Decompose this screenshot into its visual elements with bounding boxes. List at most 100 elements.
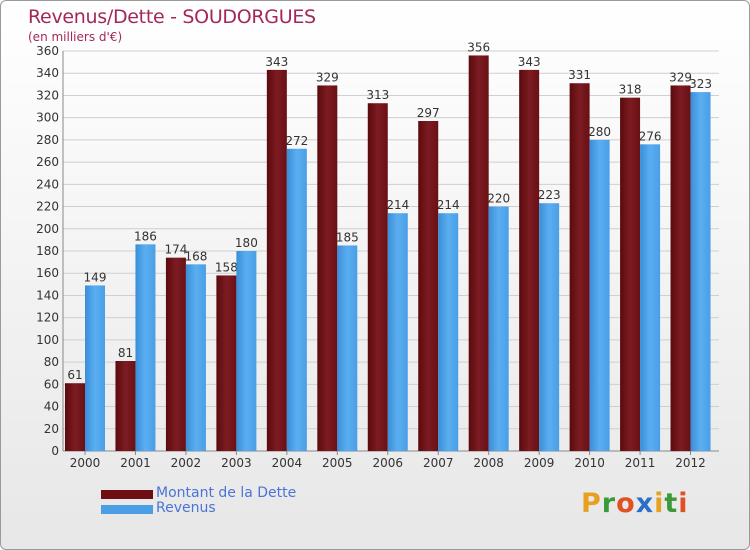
x-tick-label: 2002 (171, 456, 202, 470)
x-tick-label: 2011 (625, 456, 656, 470)
bar-dette (418, 121, 439, 451)
x-tick-label: 2012 (675, 456, 706, 470)
bar-dette (65, 383, 85, 451)
x-tick-label: 2001 (120, 456, 151, 470)
bar-revenus (438, 213, 459, 451)
bar-revenus (589, 139, 610, 451)
x-tick-label: 2003 (221, 456, 252, 470)
bar-dette (165, 257, 186, 451)
data-label-revenus: 149 (84, 270, 107, 284)
y-tick-label: 160 (36, 266, 59, 280)
bar-dette (266, 69, 287, 451)
y-tick-label: 60 (44, 377, 59, 391)
data-label-revenus: 185 (336, 230, 359, 244)
x-tick-label: 2006 (372, 456, 403, 470)
y-tick-label: 320 (36, 88, 59, 102)
unit-label: (en milliers d'€) (28, 30, 123, 44)
y-tick-label: 240 (36, 177, 59, 191)
y-tick-label: 40 (44, 400, 59, 414)
bar-dette (317, 85, 338, 451)
bar-revenus (286, 148, 307, 451)
x-tick-label: 2008 (473, 456, 504, 470)
data-label-revenus: 214 (437, 198, 460, 212)
data-label-revenus: 180 (235, 236, 258, 250)
data-label-revenus: 220 (487, 192, 510, 206)
data-label-revenus: 186 (134, 229, 157, 243)
data-label-revenus: 214 (386, 198, 409, 212)
bar-revenus (387, 213, 408, 451)
bar-dette (468, 55, 489, 451)
y-tick-label: 280 (36, 133, 59, 147)
bar-dette (620, 97, 641, 452)
y-tick-label: 300 (36, 111, 59, 125)
bar-revenus (236, 251, 257, 451)
data-label-dette: 174 (164, 243, 187, 257)
logo-letter: i (654, 488, 665, 519)
logo-letter: x (635, 488, 655, 519)
data-label-dette: 158 (215, 260, 238, 274)
legend-swatch-dette (101, 490, 153, 499)
data-label-revenus: 276 (639, 129, 662, 143)
x-tick-label: 2004 (272, 456, 303, 470)
data-label-revenus: 280 (588, 125, 611, 139)
data-label-dette: 329 (669, 70, 692, 84)
logo-letter: o (616, 488, 636, 519)
legend-label-revenus: Revenus (156, 500, 216, 516)
y-tick-label: 20 (44, 422, 59, 436)
x-tick-label: 2009 (524, 456, 555, 470)
data-label-dette: 313 (366, 88, 389, 102)
y-tick-label: 360 (36, 44, 59, 58)
data-label-dette: 343 (518, 55, 541, 69)
logo-letter: i (678, 488, 689, 519)
logo-letter: P (581, 488, 602, 519)
bar-dette (115, 361, 136, 451)
bar-revenus (488, 206, 509, 451)
y-tick-label: 140 (36, 288, 59, 302)
data-label-dette: 297 (417, 106, 440, 120)
logo-letter: r (601, 488, 617, 519)
data-label-dette: 81 (118, 346, 133, 360)
data-label-dette: 343 (265, 55, 288, 69)
y-tick-label: 100 (36, 333, 59, 347)
y-tick-label: 180 (36, 244, 59, 258)
y-tick-label: 200 (36, 222, 59, 236)
x-tick-label: 2000 (70, 456, 101, 470)
logo-letter: t (664, 488, 679, 519)
y-tick-label: 220 (36, 200, 59, 214)
y-tick-label: 0 (51, 444, 59, 458)
bar-revenus (337, 245, 358, 451)
bar-dette (569, 83, 590, 451)
chart-title: Revenus/Dette - SOUDORGUES (28, 6, 316, 28)
data-label-revenus: 323 (689, 77, 712, 91)
bar-revenus (539, 203, 560, 451)
data-label-dette: 318 (619, 83, 642, 97)
bar-dette (216, 275, 237, 451)
x-tick-label: 2005 (322, 456, 353, 470)
bar-dette (519, 69, 540, 451)
legend-label-dette: Montant de la Dette (156, 485, 297, 501)
data-label-dette: 61 (67, 368, 82, 382)
y-tick-label: 260 (36, 155, 59, 169)
bar-revenus (135, 244, 156, 451)
x-tick-label: 2010 (574, 456, 605, 470)
x-tick-label: 2007 (423, 456, 454, 470)
bar-revenus (85, 285, 105, 451)
bar-revenus (185, 264, 206, 451)
y-tick-label: 120 (36, 311, 59, 325)
data-label-dette: 356 (467, 40, 490, 54)
y-tick-label: 340 (36, 66, 59, 80)
bar-dette (367, 103, 388, 451)
bar-revenus (640, 144, 661, 452)
data-label-dette: 331 (568, 68, 591, 82)
data-label-revenus: 223 (538, 188, 561, 202)
data-label-dette: 329 (316, 70, 339, 84)
legend-swatch-revenus (101, 505, 153, 514)
bar-dette (670, 85, 691, 451)
proxiti-logo: Proxiti (581, 488, 689, 519)
data-label-revenus: 272 (285, 134, 308, 148)
y-tick-label: 80 (44, 355, 59, 369)
data-label-revenus: 168 (184, 249, 207, 263)
bar-revenus (690, 92, 711, 451)
